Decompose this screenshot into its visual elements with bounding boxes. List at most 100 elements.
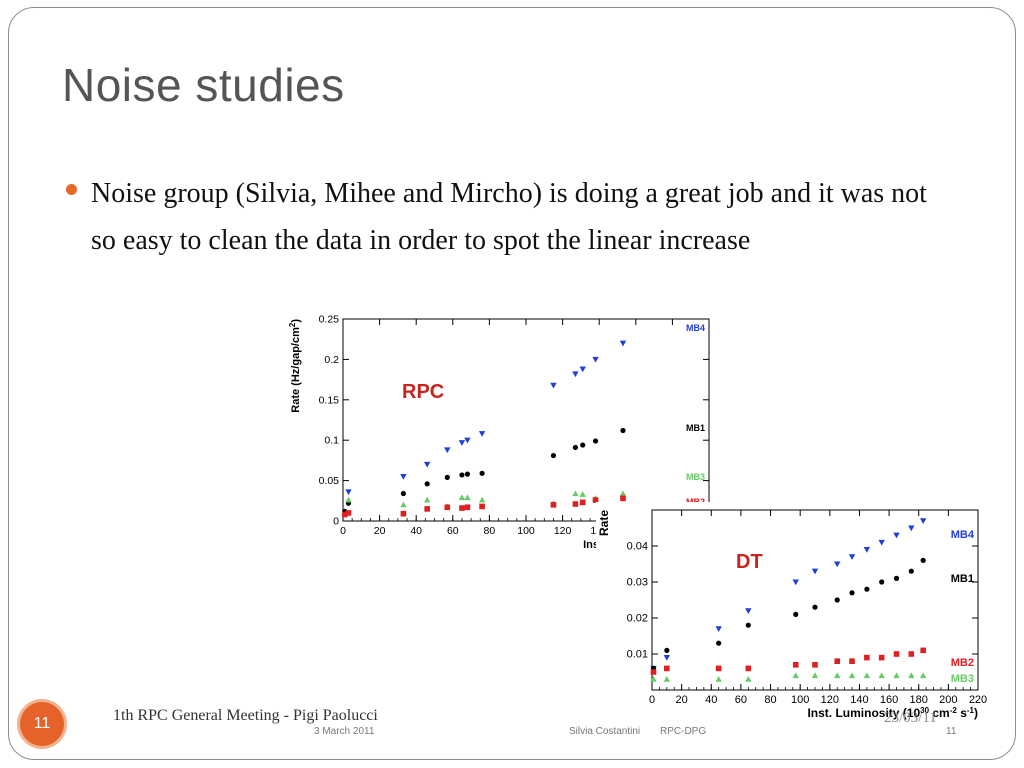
dt-point-mb2 [745,665,752,672]
rpc-point-mb2 [550,502,557,508]
footer-date: 3 March 2011 [314,726,375,737]
rpc-point-mb3 [345,496,352,503]
rpc-point-mb1 [479,470,485,476]
rpc-point-mb2 [479,503,485,510]
rpc-point-mb2 [592,497,599,503]
dt-xlabel: Inst. Luminosity (1030 cm-2 s-1) [807,706,978,721]
dt-point-mb3 [792,672,799,679]
bullet-text: Noise group (Silvia, Mihee and Mircho) i… [91,178,927,256]
rpc-ytick-label: 0.15 [319,394,340,406]
dt-point-mb4 [878,539,885,546]
dt-ytick-label: 0.01 [627,649,648,661]
dt-point-mb3 [893,672,900,679]
dt-point-mb4 [792,579,799,586]
rpc-point-mb4 [478,431,486,437]
dt-xtick-label: 180 [910,694,928,706]
rpc-xtick-label: 0 [340,525,346,537]
rpc-xtick-label: 40 [410,525,422,537]
dt-point-mb3 [878,672,885,679]
rpc-point-mb4 [464,437,471,444]
rpc-point-mb4 [444,447,451,454]
rpc-point-mb4 [572,371,579,378]
dt-point-mb4 [663,655,671,661]
rpc-point-mb4 [458,440,466,446]
dt-xtick-label: 100 [791,694,809,706]
footer-author: Silvia Costantini [569,726,641,737]
dt-point-mb4 [893,532,900,539]
rpc-legend-mb1: MB1 [686,423,705,433]
dt-xtick-label: 60 [735,694,747,706]
dt-point-mb1 [849,590,855,596]
rpc-point-mb1 [400,490,406,497]
footer-page-number: 11 [946,726,957,737]
dt-point-mb4 [715,626,722,632]
dt-point-mb3 [919,672,927,679]
rpc-point-mb1 [572,444,579,451]
dt-xtick-label: 140 [850,694,868,706]
bullet-dot-icon [66,184,77,195]
rpc-point-mb1 [424,481,430,487]
dt-point-mb3 [650,676,657,682]
dt-point-mb1 [745,622,751,628]
rpc-point-mb4 [550,382,557,389]
dt-xtick-label: 120 [821,694,839,706]
dt-legend-mb3: MB3 [951,673,974,685]
rpc-series-mb2 [342,495,626,518]
rpc-point-mb2 [464,504,471,511]
rpc-point-mb2 [572,501,579,507]
rpc-point-mb3 [572,490,579,497]
dt-legend-mb1: MB1 [951,573,974,585]
dt-point-mb4 [745,608,752,614]
dt-legend-mb2: MB2 [951,657,974,669]
dt-series-mb4 [650,518,927,672]
dt-point-mb1 [864,586,870,592]
dt-point-mb1 [879,579,885,585]
rpc-point-mb3 [478,496,486,503]
dt-point-mb1 [834,597,840,603]
rpc-point-mb2 [342,511,348,518]
dt-svg: 0 20 40 60 80 100 120 140 160 180 200 220 0.01 0.02 0.… [597,509,987,721]
rpc-point-mb3 [400,501,407,508]
dt-point-mb1 [893,575,900,581]
dt-point-mb4 [919,518,927,524]
dt-point-mb1 [920,557,926,563]
dt-point-mb2 [792,662,799,668]
dt-point-mb3 [715,676,722,682]
dt-point-mb2 [650,669,657,675]
dt-xtick-label: 220 [969,694,987,706]
dt-xtick-label: 160 [880,694,898,706]
rpc-point-mb2 [579,499,586,506]
dt-point-mb3 [863,672,871,679]
rpc-plot-frame [342,318,710,522]
dt-point-mb1 [908,568,914,574]
footer-meeting: 1th RPC General Meeting - Pigi Paolucci [113,707,378,724]
dt-ytick-label: 0.04 [627,541,648,553]
dt-ytick-label: 0.02 [627,613,648,625]
dt-point-mb3 [811,672,819,679]
rpc-point-mb3 [458,494,466,501]
rpc-ytick-label: 0.25 [319,314,340,326]
slide-number-badge: 11 [17,699,67,749]
dt-title: DT [736,551,763,573]
dt-point-mb4 [908,525,915,532]
rpc-legend-mb3: MB3 [686,472,705,482]
dt-point-mb2 [920,647,926,654]
rpc-point-mb1 [550,452,557,459]
rpc-point-mb3 [464,494,471,501]
rpc-point-mb2 [345,510,352,516]
rpc-point-mb1 [592,438,599,444]
dt-point-mb1 [716,640,722,646]
rpc-ytick-label: 0.2 [324,354,339,366]
dt-legend-mb4: MB4 [951,529,975,541]
dt-point-mb3 [745,676,752,682]
rpc-xtick-label: 60 [447,525,459,537]
dt-point-mb4 [834,561,841,568]
dt-series-mb2 [650,647,926,675]
dt-point-mb2 [864,654,870,661]
dt-point-mb2 [812,662,818,668]
dt-point-mb3 [848,672,856,679]
dt-point-mb2 [849,658,855,664]
rpc-series-mb1 [342,427,626,514]
dt-point-mb2 [715,665,722,672]
dt-ytick-label: 0.03 [627,577,648,589]
